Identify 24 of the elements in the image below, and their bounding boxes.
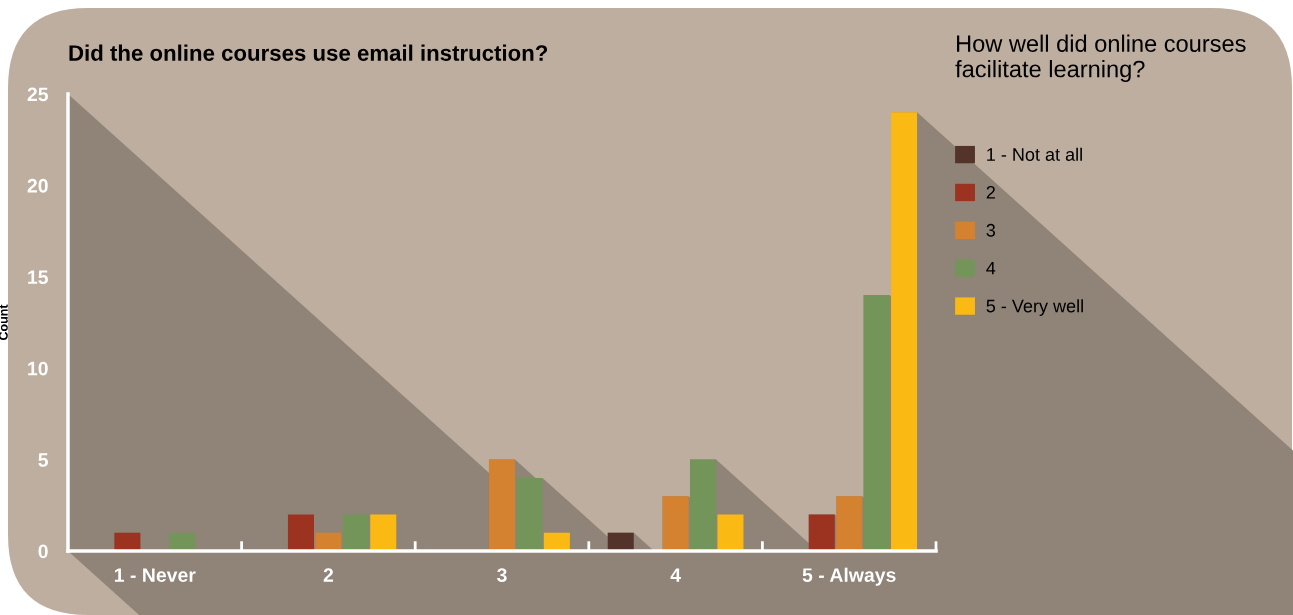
y-tick-label: 15: [28, 270, 49, 285]
x-tick-label: 3: [497, 568, 507, 582]
x-tick-label: 1 - Never: [114, 568, 196, 582]
chart-title: Did the online courses use email instruction?: [69, 44, 548, 61]
bar: [342, 514, 369, 551]
legend-label: 3: [986, 223, 996, 237]
bar: [287, 514, 314, 551]
legend-title: How well did online courses facilitate learning?: [955, 34, 1246, 83]
y-tick-label: 5: [38, 453, 49, 467]
y-tick-label: 20: [27, 178, 48, 193]
x-tick-label: 2: [323, 568, 334, 582]
bar: [717, 514, 744, 551]
bar: [370, 514, 397, 551]
x-tick-label: 5 - Always: [802, 567, 896, 586]
bar: [863, 295, 890, 551]
legend-label: 5 - Very well: [986, 299, 1083, 316]
x-tick-label: 4: [670, 568, 681, 582]
bar: [662, 496, 689, 551]
y-tick-label: 10: [28, 361, 48, 376]
legend-label: 4: [986, 261, 996, 275]
y-tick-label: 0: [38, 544, 48, 559]
legend-label: 2: [986, 185, 995, 199]
legend-label: 1 - Not at all: [987, 147, 1082, 161]
y-tick-label: 25: [27, 87, 49, 102]
